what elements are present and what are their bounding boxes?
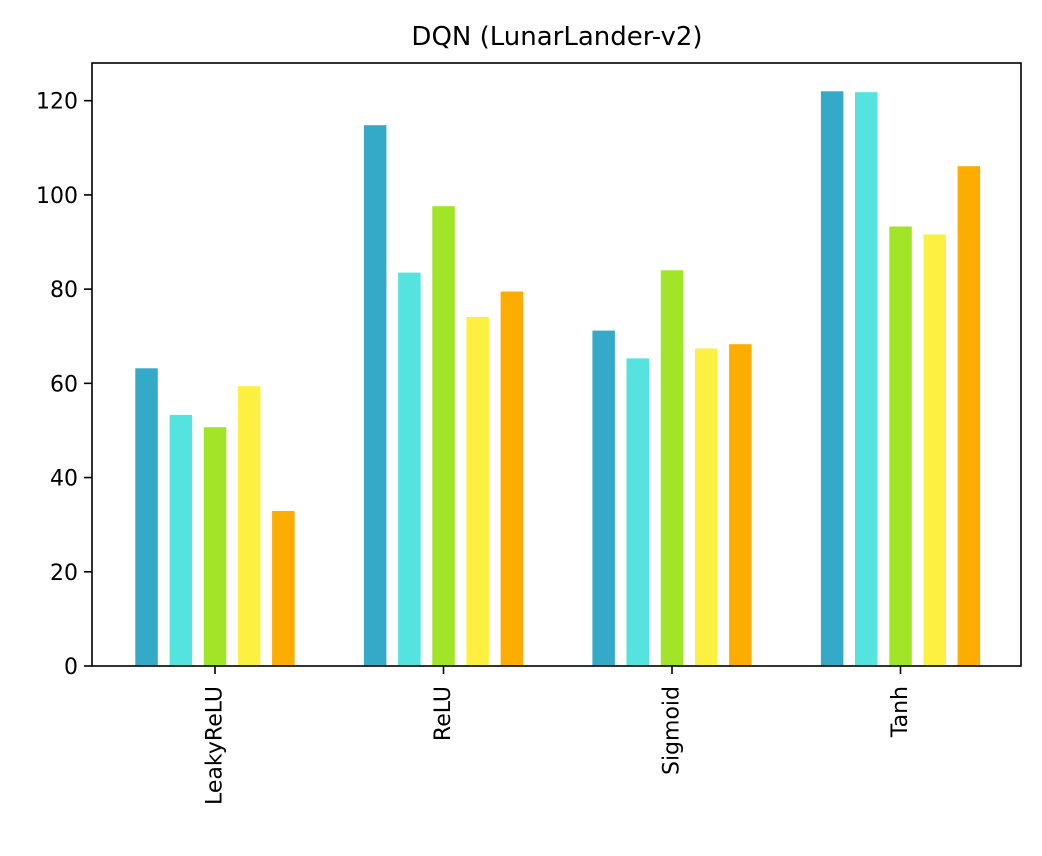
bar-sigmoid-2	[626, 358, 649, 666]
y-tick-label: 80	[50, 278, 78, 303]
bar-relu-5	[500, 291, 524, 666]
bar-leakyrelu-2	[169, 414, 193, 666]
x-tick-label-tanh: Tanh	[888, 686, 913, 738]
y-axis: 0 20 40 60 80 100 120	[36, 90, 92, 680]
bar-tanh-5	[957, 166, 981, 666]
bar-sigmoid-4	[695, 348, 718, 666]
bar-tanh-3	[889, 226, 912, 666]
x-tick-label-leakyrelu: LeakyReLU	[203, 686, 228, 805]
x-tick-label-relu: ReLU	[431, 686, 456, 741]
y-tick-label: 20	[50, 561, 78, 586]
y-tick-label: 120	[36, 90, 78, 115]
y-tick-label: 100	[36, 184, 78, 209]
chart-title: DQN (LunarLander-v2)	[411, 22, 702, 52]
bar-tanh-1	[820, 91, 844, 667]
bar-sigmoid-1	[592, 330, 615, 666]
bar-leakyrelu-1	[135, 368, 158, 666]
bar-relu-2	[398, 272, 421, 666]
bar-relu-4	[466, 316, 489, 666]
bar-tanh-4	[923, 234, 946, 666]
y-tick-label: 40	[50, 467, 78, 492]
y-tick-label: 60	[50, 372, 78, 397]
plot-frame	[91, 62, 1022, 667]
x-axis: LeakyReLU ReLU Sigmoid Tanh	[203, 666, 913, 805]
bar-sigmoid-5	[729, 344, 752, 666]
bar-leakyrelu-5	[272, 511, 295, 666]
bar-sigmoid-3	[660, 270, 684, 666]
bar-leakyrelu-3	[203, 427, 227, 666]
bar-leakyrelu-4	[237, 386, 261, 666]
bar-tanh-2	[855, 92, 878, 666]
bars-group	[135, 91, 981, 667]
bar-relu-1	[363, 125, 387, 666]
y-tick-label: 0	[64, 655, 78, 680]
x-tick-label-sigmoid: Sigmoid	[660, 686, 685, 775]
bar-relu-3	[432, 206, 455, 666]
